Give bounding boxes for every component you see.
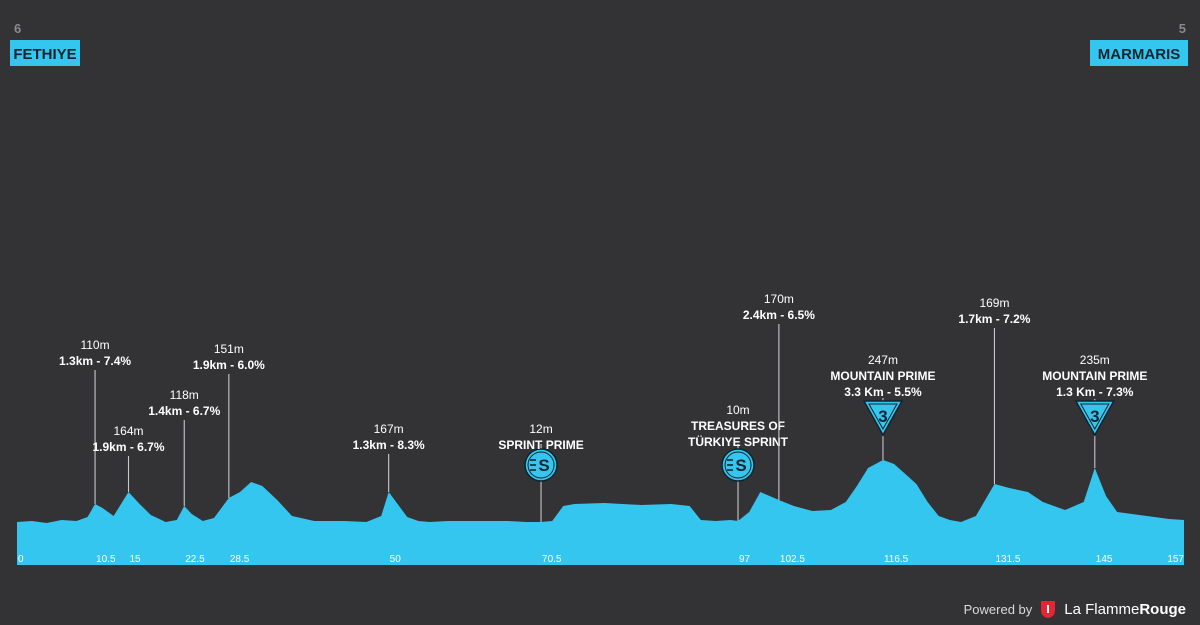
annotation-elevation: 167m	[374, 422, 404, 436]
climb-annotation: 164m 1.9km - 6.7%	[92, 424, 165, 492]
annotation-detail: 2.4km - 6.5%	[743, 308, 815, 322]
annotation-detail: 1.3km - 7.4%	[59, 354, 131, 368]
km-axis: 0 10.5 15 22.5 28.5 50 70.5 97 102.5 116.5 131.5 14…	[18, 554, 1184, 565]
climb-annotations: 110m 1.3km - 7.4% 164m 1.9km - 6.7% 118m 1.4k…	[59, 292, 1147, 522]
finish-city-badge	[1090, 40, 1188, 66]
sprint-icon-letter: S	[538, 456, 549, 475]
annotation-elevation: 247m	[868, 353, 898, 367]
sprint-icon	[721, 448, 755, 482]
climb-annotation: 118m 1.4km - 6.7%	[148, 388, 221, 506]
mountain-category-number: 3	[1090, 407, 1099, 426]
annotation-detail: TREASURES OF	[691, 419, 785, 433]
brand-part-1: La Flamme	[1064, 600, 1140, 618]
annotation-detail: 1.4km - 6.7%	[148, 404, 220, 418]
annotation-detail: 1.9km - 6.7%	[92, 440, 164, 454]
km-tick-label: 15	[129, 554, 141, 565]
start-city-badge	[10, 40, 80, 66]
annotation-elevation: 10m	[726, 403, 749, 417]
climb-annotation: 167m 1.3km - 8.3%	[353, 422, 425, 492]
climb-annotation: 170m 2.4km - 6.5%	[743, 292, 815, 500]
km-tick-label: 50	[390, 554, 402, 565]
sprint-icon-letter: S	[735, 456, 746, 475]
annotation-detail: MOUNTAIN PRIME	[830, 369, 935, 383]
sprint-icon-ring	[724, 451, 752, 479]
km-tick-label: 0	[18, 554, 24, 565]
mountain-category-icon	[862, 400, 904, 437]
climb-annotation: 151m 1.9km - 6.0%	[193, 342, 265, 498]
elevation-profile	[17, 460, 1184, 565]
km-tick-label: 22.5	[185, 554, 205, 565]
start-city-name: FETHIYE	[13, 46, 76, 63]
sprint-icon-ring	[527, 451, 555, 479]
mountain-category-icon-inner	[868, 403, 898, 431]
annotation-elevation: 118m	[170, 388, 199, 402]
brand-part-2: Rouge	[1139, 600, 1186, 618]
km-tick-label: 131.5	[995, 554, 1020, 565]
annotation-elevation: 164m	[113, 424, 143, 438]
annotation-elevation: 12m	[529, 422, 552, 436]
powered-by-text: Powered by	[963, 601, 1033, 617]
annotation-elevation: 151m	[214, 342, 244, 356]
flame-logo-icon	[1041, 601, 1056, 618]
annotation-elevation: 235m	[1080, 353, 1110, 367]
annotation-detail: 1.9km - 6.0%	[193, 358, 265, 372]
mountain-category-icon-inner	[1079, 403, 1110, 431]
start-stage-number: 6	[14, 21, 21, 36]
annotation-detail-2: 1.3 Km - 7.3%	[1056, 385, 1134, 399]
mountain-category-icon	[1074, 400, 1116, 437]
km-tick-label: 145	[1096, 554, 1113, 565]
annotation-elevation: 110m	[80, 338, 109, 352]
km-tick-label: 28.5	[230, 554, 250, 565]
annotation-detail: MOUNTAIN PRIME	[1042, 369, 1147, 383]
annotation-detail-2: TÜRKIYE SPRINT	[688, 434, 789, 449]
climb-annotation: 3 247m MOUNTAIN PRIME 3.3 Km - 5.5%	[830, 353, 936, 460]
km-tick-label: 70.5	[542, 554, 562, 565]
profile-area	[17, 460, 1184, 565]
annotation-elevation: 170m	[764, 292, 794, 306]
km-tick-label: 97	[739, 554, 751, 565]
annotation-detail-2: 3.3 Km - 5.5%	[844, 385, 922, 399]
annotation-detail: SPRINT PRIME	[498, 438, 583, 452]
finish-city-name: MARMARIS	[1098, 46, 1181, 63]
brand-name[interactable]: La FlammeRouge	[1064, 601, 1186, 618]
km-tick-label: 157	[1167, 554, 1184, 565]
mountain-category-number: 3	[878, 407, 887, 426]
footer-credit: Powered by La FlammeRouge	[964, 599, 1186, 619]
climb-annotation: 3 235m MOUNTAIN PRIME 1.3 Km - 7.3%	[1042, 353, 1147, 468]
km-tick-label: 102.5	[780, 554, 805, 565]
finish-stage-number: 5	[1179, 21, 1186, 36]
annotation-detail: 1.7km - 7.2%	[958, 312, 1030, 326]
annotation-detail: 1.3km - 8.3%	[353, 438, 425, 452]
climb-annotation: 110m 1.3km - 7.4%	[59, 338, 131, 504]
annotation-elevation: 169m	[979, 296, 1009, 310]
sprint-icon	[524, 448, 558, 482]
climb-annotation: 169m 1.7km - 7.2%	[958, 296, 1031, 484]
km-tick-label: 116.5	[884, 554, 909, 565]
km-tick-label: 10.5	[96, 554, 116, 565]
climb-annotation: S 12m SPRINT PRIME	[498, 422, 584, 522]
